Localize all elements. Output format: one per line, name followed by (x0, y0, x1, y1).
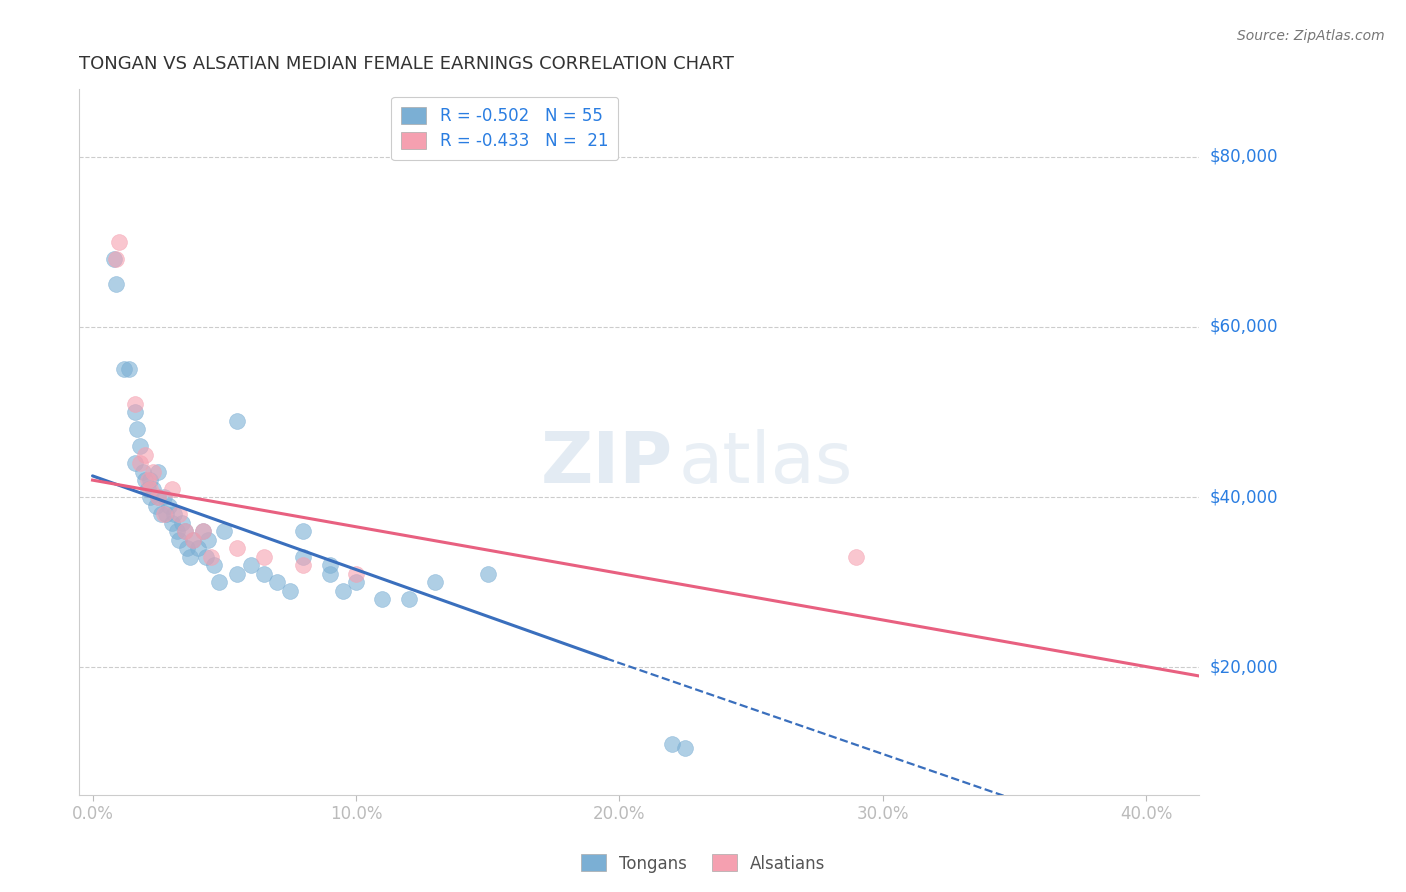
Point (134, 448, 156, 462)
Point (139, 473, 162, 487)
Point (191, 524, 214, 539)
Text: $60,000: $60,000 (1211, 318, 1278, 336)
Point (105, 252, 128, 266)
Point (398, 592, 420, 607)
Point (173, 524, 195, 539)
Point (292, 549, 315, 564)
Point (112, 362, 135, 376)
Point (200, 549, 222, 564)
Point (239, 558, 262, 573)
Point (131, 465, 153, 479)
Point (191, 524, 214, 539)
Point (318, 558, 340, 573)
Point (197, 533, 219, 547)
Point (344, 575, 367, 590)
Point (127, 422, 149, 436)
Point (278, 583, 301, 598)
Point (118, 362, 141, 376)
Point (673, 741, 696, 756)
Point (179, 549, 201, 564)
Point (139, 482, 162, 496)
Point (166, 524, 188, 539)
Point (332, 583, 354, 598)
Point (124, 405, 146, 419)
Point (477, 566, 499, 581)
Point (253, 549, 276, 564)
Text: atlas: atlas (678, 428, 852, 498)
Point (187, 541, 209, 556)
Point (150, 507, 173, 521)
Point (226, 566, 249, 581)
Point (212, 524, 235, 539)
Point (172, 516, 194, 530)
Point (169, 533, 191, 547)
Point (124, 456, 146, 470)
Point (169, 507, 191, 521)
Point (148, 490, 170, 504)
Point (155, 507, 177, 521)
Point (194, 549, 217, 564)
Point (129, 439, 152, 453)
Point (845, 549, 868, 564)
Point (226, 413, 249, 427)
Point (292, 524, 315, 539)
Point (163, 507, 186, 521)
Point (136, 473, 159, 487)
Point (661, 737, 683, 751)
Point (423, 575, 446, 590)
Point (173, 524, 195, 539)
Text: $40,000: $40,000 (1211, 488, 1278, 506)
Point (134, 473, 156, 487)
Point (152, 507, 174, 521)
Point (176, 541, 198, 556)
Text: $20,000: $20,000 (1211, 658, 1278, 676)
Point (344, 566, 367, 581)
Point (157, 499, 180, 513)
Legend: R = -0.502   N = 55, R = -0.433   N =  21: R = -0.502 N = 55, R = -0.433 N = 21 (391, 97, 619, 160)
Point (181, 533, 204, 547)
Point (202, 558, 225, 573)
Point (160, 482, 183, 496)
Text: ZIP: ZIP (540, 428, 672, 498)
Text: Source: ZipAtlas.com: Source: ZipAtlas.com (1237, 29, 1385, 43)
Point (160, 516, 183, 530)
Point (139, 490, 162, 504)
Point (253, 566, 276, 581)
Point (226, 541, 249, 556)
Point (208, 575, 231, 590)
Text: TONGAN VS ALSATIAN MEDIAN FEMALE EARNINGS CORRELATION CHART: TONGAN VS ALSATIAN MEDIAN FEMALE EARNING… (79, 55, 734, 73)
Point (292, 558, 315, 573)
Point (148, 465, 170, 479)
Point (371, 592, 394, 607)
Point (266, 575, 288, 590)
Point (103, 252, 125, 266)
Point (108, 235, 131, 249)
Text: $80,000: $80,000 (1211, 148, 1278, 166)
Point (124, 396, 146, 410)
Point (318, 566, 340, 581)
Legend: Tongans, Alsatians: Tongans, Alsatians (574, 847, 832, 880)
Point (181, 533, 204, 547)
Point (148, 490, 170, 504)
Point (142, 482, 165, 496)
Point (145, 499, 167, 513)
Point (136, 482, 159, 496)
Point (105, 277, 128, 292)
Point (129, 456, 152, 470)
Point (142, 465, 165, 479)
Point (152, 490, 174, 504)
